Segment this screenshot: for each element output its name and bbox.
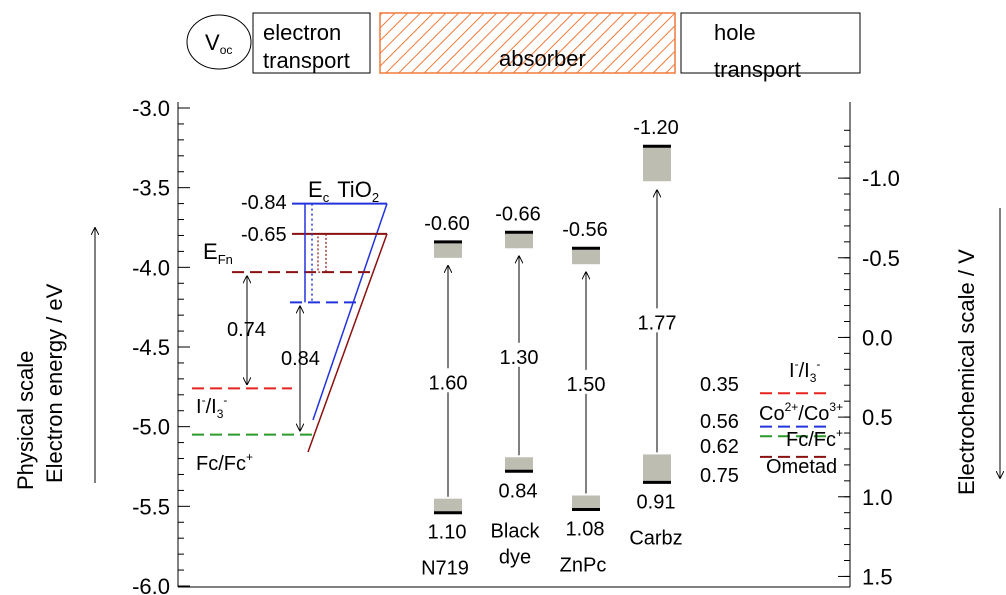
blue-slant-line [312, 203, 388, 421]
left-axis-label-line1: Physical scale [13, 351, 38, 490]
redox-value: 0.35 [700, 374, 739, 396]
dye-column: 1.50 -0.56 1.08 ZnPc [560, 219, 608, 577]
axes: -3.0 -3.5 -4.0 -4.5 -5.0 -5.5 -6.0 -1.0 -0.5 0.0… [13, 96, 1000, 595]
hole-transport-line2: transport [714, 57, 801, 82]
val-074-left: 0.74 [227, 319, 266, 341]
gap-label: 1.30 [500, 347, 539, 369]
iodide-left-label: I-/I3- [196, 393, 227, 421]
darkred-small-box [317, 233, 327, 273]
redox-right-group: 0.35 I-/I3- 0.56 Co2+/Co3+ 0.62 Fc/Fc+ 0.75 Ome… [700, 357, 843, 487]
header: Voc electron transport absorber hole tra… [186, 12, 861, 82]
lumo-box [643, 146, 671, 182]
dye-name-line2: dye [499, 546, 531, 568]
efn-label: EFn [203, 239, 233, 267]
lumo-box [572, 248, 600, 265]
redox-label: Fc/Fc+ [786, 426, 843, 451]
dye-name: N719 [421, 558, 469, 580]
ec-tio2-label: Ec TiO2 [308, 177, 379, 205]
left-tick-label: -5.5 [132, 494, 170, 519]
electron-transport-box [252, 12, 371, 74]
dye-column: 1.30 -0.66 0.84 Black dye [491, 203, 541, 568]
val-084-top: -0.84 [241, 192, 287, 214]
tio2-region: Ec TiO2 -0.84 -0.65 EFn 0.74 0.84 I-/I3- … [192, 177, 388, 475]
homo-box [643, 454, 671, 483]
redox-label: Co2+/Co3+ [759, 400, 843, 425]
absorber-box [379, 12, 676, 74]
right-tick-label: -0.5 [862, 246, 900, 271]
dye-column: 1.77 -1.20 0.91 Carbz [629, 117, 682, 549]
left-axis-label-line2: Electron energy / eV [42, 283, 67, 483]
homo-value-label: 1.08 [566, 519, 605, 541]
homo-value-label: 1.10 [428, 522, 467, 544]
redox-label: I-/I3- [789, 357, 820, 385]
lumo-value-label: -0.66 [495, 203, 541, 225]
redox-value: 0.75 [700, 465, 739, 487]
voc-label: Voc [205, 30, 232, 57]
redox-couple: 0.35 I-/I3- [700, 357, 830, 396]
dye-name: ZnPc [560, 555, 607, 577]
dye-name-line1: Black [491, 520, 541, 542]
left-ticks: -3.0 -3.5 -4.0 -4.5 -5.0 -5.5 -6.0 [132, 96, 190, 595]
right-tick-label: 0.5 [862, 405, 893, 430]
gap-label-bg [426, 368, 470, 393]
gap-label-bg [497, 342, 541, 367]
redox-label: Ometad [766, 456, 837, 478]
redox-couple: 0.56 Co2+/Co3+ [700, 400, 843, 433]
absorber-label: absorber [499, 46, 586, 71]
redox-value: 0.62 [700, 436, 739, 458]
gap-label: 1.60 [429, 372, 468, 394]
right-tick-label: 1.5 [862, 564, 893, 589]
darkred-slant-line [307, 233, 388, 453]
lumo-box [434, 241, 462, 258]
lumo-value-label: -1.20 [633, 117, 679, 139]
left-tick-label: -3.0 [132, 96, 170, 121]
left-tick-label: -4.5 [132, 335, 170, 360]
right-tick-label: 0.0 [862, 325, 893, 350]
hole-transport-box [680, 12, 861, 74]
homo-box [434, 498, 462, 513]
right-tick-label: 1.0 [862, 485, 893, 510]
dye-name: Carbz [629, 527, 682, 549]
right-axis-label: Electrochemical scale / V [954, 249, 979, 495]
left-tick-label: -4.0 [132, 255, 170, 280]
homo-box [505, 457, 533, 472]
electron-transport-line2: transport [263, 48, 350, 73]
left-tick-label: -5.0 [132, 415, 170, 440]
lumo-value-label: -0.60 [424, 213, 470, 235]
lumo-value-label: -0.56 [562, 219, 608, 241]
gap-label: 1.50 [567, 374, 606, 396]
gap-label-bg [635, 308, 679, 333]
voc-circle [186, 14, 252, 70]
fc-left-label: Fc/Fc+ [196, 450, 253, 475]
gap-label-bg [564, 369, 608, 394]
redox-couple: 0.75 Ometad [700, 455, 837, 487]
hole-transport-line1: hole [714, 20, 756, 45]
left-tick-label: -3.5 [132, 176, 170, 201]
gap-label: 1.77 [638, 312, 677, 334]
homo-value-label: 0.91 [637, 491, 676, 513]
dye-column: 1.60 -0.60 1.10 N719 [421, 213, 470, 580]
right-tick-label: -1.0 [862, 166, 900, 191]
redox-value: 0.56 [700, 411, 739, 433]
left-tick-label: -6.0 [132, 574, 170, 595]
electron-transport-line1: electron [263, 20, 341, 45]
dyes-group: 1.60-0.601.10N7191.30-0.660.84Blackdye1.… [421, 117, 683, 579]
val-065-top: -0.65 [241, 224, 287, 246]
lumo-box [505, 232, 533, 249]
right-ticks: -1.0 -0.5 0.0 0.5 1.0 1.5 [838, 129, 900, 589]
redox-couple: 0.62 Fc/Fc+ [700, 426, 843, 458]
homo-value-label: 0.84 [499, 480, 538, 502]
homo-box [572, 495, 600, 510]
